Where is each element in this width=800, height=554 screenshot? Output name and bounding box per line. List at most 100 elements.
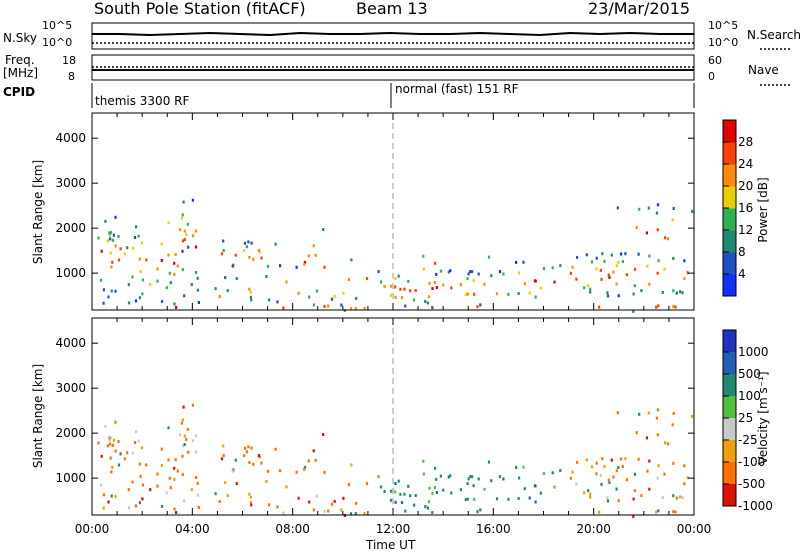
freq-tick-top: 18 <box>62 54 76 67</box>
echo-cell <box>447 475 450 479</box>
echo-cell <box>135 430 138 434</box>
echo-cell <box>450 491 453 495</box>
echo-cell <box>473 497 476 501</box>
echo-cell <box>186 427 189 431</box>
echo-cell <box>404 304 407 308</box>
echo-cell <box>667 442 670 446</box>
echo-cell <box>249 500 252 504</box>
echo-cell <box>434 261 437 265</box>
echo-cell <box>117 463 121 467</box>
echo-cell <box>487 255 491 259</box>
echo-cell <box>315 289 319 293</box>
echo-cell <box>156 267 159 271</box>
echo-cell <box>679 495 682 499</box>
echo-cell <box>616 411 619 415</box>
echo-cell <box>308 500 311 504</box>
echo-cell <box>109 456 112 460</box>
echo-cell <box>117 258 121 262</box>
echo-cell <box>110 265 113 269</box>
nsky-label: N.Sky <box>3 31 38 45</box>
echo-cell <box>672 289 675 293</box>
echo-cell <box>646 469 649 473</box>
x-tick-label: 00:00 <box>677 522 712 536</box>
x-tick-labels: 00:00 04:00 08:00 12:00 16:00 20:00 00:00 <box>75 522 712 536</box>
echo-cell <box>160 259 163 262</box>
echo-cell <box>340 508 343 512</box>
echo-cell <box>606 291 609 295</box>
echo-cell <box>409 494 412 498</box>
echo-cell <box>589 495 592 499</box>
echo-cell <box>683 259 686 263</box>
echo-cell <box>679 290 682 294</box>
echo-cell <box>109 251 112 255</box>
echo-cell <box>466 482 469 486</box>
echo-cell <box>542 472 545 476</box>
echo-cell <box>186 222 189 226</box>
velocity-colorbar-swatch <box>723 418 736 441</box>
echo-cell <box>674 510 677 514</box>
echo-cell <box>135 225 138 229</box>
echo-cell <box>365 277 369 281</box>
echo-cell <box>427 295 430 299</box>
echo-cell <box>110 231 113 235</box>
echo-cell <box>231 264 234 268</box>
echo-cell <box>314 253 317 257</box>
velocity-colorbar-tick-label: -500 <box>738 477 765 491</box>
echo-cell <box>243 454 246 458</box>
echo-cell <box>397 274 400 278</box>
echo-cell <box>587 489 590 493</box>
echo-cell <box>414 494 417 497</box>
echo-cell <box>243 446 247 450</box>
power-colorbar-swatch <box>723 252 736 275</box>
echo-cell <box>476 305 479 309</box>
echo-cell <box>656 228 659 232</box>
echo-cell <box>102 506 105 510</box>
echo-cell <box>108 438 111 442</box>
echo-cell <box>479 508 482 512</box>
echo-cell <box>479 303 482 307</box>
x-tick-label: 12:00 <box>376 522 411 536</box>
echo-cell <box>181 268 184 272</box>
echo-cell <box>190 283 193 287</box>
echo-cell <box>173 272 176 276</box>
echo-cell <box>595 256 598 260</box>
echo-cell <box>383 285 386 288</box>
echo-cell <box>466 497 469 501</box>
echo-cell <box>167 221 170 225</box>
echo-cell <box>222 454 225 457</box>
echo-cell <box>672 412 675 415</box>
echo-cell <box>539 286 542 290</box>
echo-cell <box>181 444 185 448</box>
power-colorbar-tick-label: 12 <box>738 223 753 237</box>
echo-cell <box>220 252 224 256</box>
echo-cell <box>249 495 252 499</box>
echo-cell <box>112 438 115 442</box>
echo-cell <box>183 294 186 298</box>
echo-cell <box>426 301 429 305</box>
panel-frame <box>91 317 695 516</box>
echo-cell <box>330 502 334 506</box>
power-colorbar-swatch <box>723 274 736 297</box>
echo-cell <box>160 447 163 451</box>
echo-cell <box>235 482 238 486</box>
freq-unit-label: [MHz] <box>3 66 39 80</box>
echo-cell <box>469 475 472 479</box>
echo-cell <box>218 295 221 298</box>
echo-cell <box>102 301 105 305</box>
echo-cell <box>447 270 450 274</box>
echo-cell <box>248 460 251 464</box>
nsky-panel-frame <box>91 22 695 50</box>
echo-cell <box>197 506 200 509</box>
echo-cell <box>422 459 425 463</box>
echo-cell <box>109 237 112 241</box>
echo-cell <box>394 285 397 289</box>
echo-cell <box>176 264 179 268</box>
echo-cell <box>250 241 253 245</box>
echo-cell <box>190 488 193 492</box>
echo-cell <box>220 457 224 461</box>
echo-cell <box>390 284 393 288</box>
nave-tick-bottom: 0 <box>708 70 715 83</box>
echo-cell <box>648 487 651 491</box>
echo-cell <box>483 487 486 491</box>
nsearch-label: N.Search <box>747 28 800 42</box>
